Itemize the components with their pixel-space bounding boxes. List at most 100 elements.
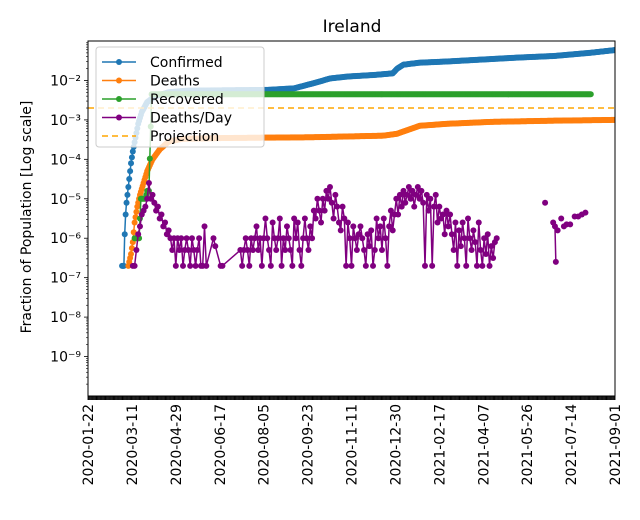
deaths-day-point xyxy=(346,235,353,242)
deaths-day-point xyxy=(149,191,156,198)
deaths-day-point xyxy=(542,199,549,206)
deaths-day-point xyxy=(353,247,360,254)
y-tick-label: 10⁻⁶ xyxy=(50,231,81,247)
deaths-day-point xyxy=(552,258,559,265)
deaths-day-point xyxy=(466,235,473,242)
deaths-day-point xyxy=(194,247,201,254)
deaths-day-point xyxy=(344,219,351,226)
deaths-day-point xyxy=(425,207,432,214)
deaths-day-point xyxy=(405,183,412,190)
deaths-day-line xyxy=(554,226,557,262)
deaths-day-point xyxy=(301,215,308,222)
deaths-day-point xyxy=(332,191,339,198)
deaths-day-point xyxy=(210,235,217,242)
x-tick-label: 2020-01-22 xyxy=(81,404,97,485)
recovered-point xyxy=(146,155,153,162)
deaths-day-point xyxy=(554,227,561,234)
deaths-day-point xyxy=(307,223,314,230)
confirmed-point xyxy=(124,191,131,198)
x-tick-label: 2020-08-05 xyxy=(257,404,273,485)
deaths-day-point xyxy=(283,223,290,230)
plot-frame xyxy=(87,40,616,397)
legend-label-projection: Projection xyxy=(150,129,219,145)
deaths-day-point xyxy=(414,183,421,190)
deaths-day-point xyxy=(459,219,466,226)
deaths-day-point xyxy=(368,227,375,234)
deaths-day-point xyxy=(463,262,470,269)
deaths-day-point xyxy=(475,219,482,226)
x-tick-label: 2020-06-17 xyxy=(213,404,229,485)
deaths-day-point xyxy=(172,262,179,269)
deaths-day-point xyxy=(326,183,333,190)
y-tick-label: 10⁻⁸ xyxy=(50,310,81,326)
deaths-day-point xyxy=(479,262,486,269)
legend-marker-deaths-day xyxy=(116,114,122,121)
deaths-day-point xyxy=(421,262,428,269)
deaths-day-point xyxy=(135,231,142,238)
deaths-day-point xyxy=(176,247,183,254)
deaths-day-point xyxy=(465,215,472,222)
deaths-day-point xyxy=(434,219,441,226)
deaths-day-line xyxy=(132,182,498,267)
deaths-day-point xyxy=(154,203,161,210)
deaths-day-point xyxy=(312,215,319,222)
deaths-day-point xyxy=(201,223,208,230)
deaths-day-point xyxy=(239,262,246,269)
deaths-day-point xyxy=(429,262,436,269)
deaths-day-point xyxy=(278,262,285,269)
deaths-day-point xyxy=(289,262,296,269)
deaths-day-point xyxy=(452,219,459,226)
deaths-day-point xyxy=(439,211,446,218)
deaths-day-point xyxy=(242,235,249,242)
deaths-day-point xyxy=(323,187,330,194)
deaths-day-point xyxy=(169,247,176,254)
deaths-day-point xyxy=(196,235,203,242)
deaths-day-point xyxy=(558,215,565,222)
axis-ticks: 10⁻⁹ 10⁻⁸ 10⁻⁷ 10⁻⁶ 10⁻⁵ 10⁻⁴ 10⁻³ 10⁻² 2020-01-… xyxy=(50,42,624,485)
deaths-day-point xyxy=(490,254,497,261)
confirmed-point xyxy=(121,231,128,238)
deaths-day-point xyxy=(276,215,283,222)
deaths-day-point xyxy=(398,203,405,210)
confirmed-point xyxy=(125,183,132,190)
confirmed-point xyxy=(122,211,129,218)
deaths-day-point xyxy=(389,227,396,234)
x-tick-label: 2021-02-17 xyxy=(432,404,448,485)
deaths-day-point xyxy=(395,211,402,218)
deaths-day-point xyxy=(420,199,427,206)
deaths-day-point xyxy=(482,251,489,257)
y-tick-label: 10⁻⁹ xyxy=(50,350,81,366)
confirmed-point xyxy=(126,176,133,183)
deaths-day-point xyxy=(158,211,165,218)
deaths-day-point xyxy=(413,191,420,198)
deaths-day-point xyxy=(384,262,391,269)
legend-marker-deaths xyxy=(116,77,122,84)
deaths-day-point xyxy=(477,247,484,254)
deaths-day-point xyxy=(310,207,317,214)
deaths-point xyxy=(130,229,137,236)
deaths-day-point xyxy=(350,223,357,230)
deaths-day-point xyxy=(314,195,321,202)
chart-title: Ireland xyxy=(323,17,382,37)
x-tick-label: 2020-09-23 xyxy=(301,404,317,485)
deaths-day-point xyxy=(325,195,332,202)
deaths-day-point xyxy=(267,262,274,269)
deaths-day-point xyxy=(253,223,260,230)
deaths-day-point xyxy=(416,195,423,202)
deaths-day-point xyxy=(359,235,366,242)
legend-label-deaths-day: Deaths/Day xyxy=(150,111,232,127)
deaths-day-point xyxy=(280,235,287,242)
deaths-day-point xyxy=(319,195,326,202)
deaths-day-point xyxy=(294,219,301,226)
x-tick-label: 2021-07-14 xyxy=(564,404,580,485)
deaths-day-point xyxy=(165,227,172,234)
y-axis-label: Fraction of Population [Log scale] xyxy=(19,101,35,334)
deaths-day-point xyxy=(357,223,364,230)
deaths-day-point xyxy=(400,187,407,194)
deaths-day-point xyxy=(450,247,457,254)
confirmed-point xyxy=(123,199,130,206)
deaths-day-point xyxy=(348,262,355,269)
x-tick-label: 2021-09-01 xyxy=(608,404,624,485)
deaths-day-point xyxy=(244,247,251,254)
